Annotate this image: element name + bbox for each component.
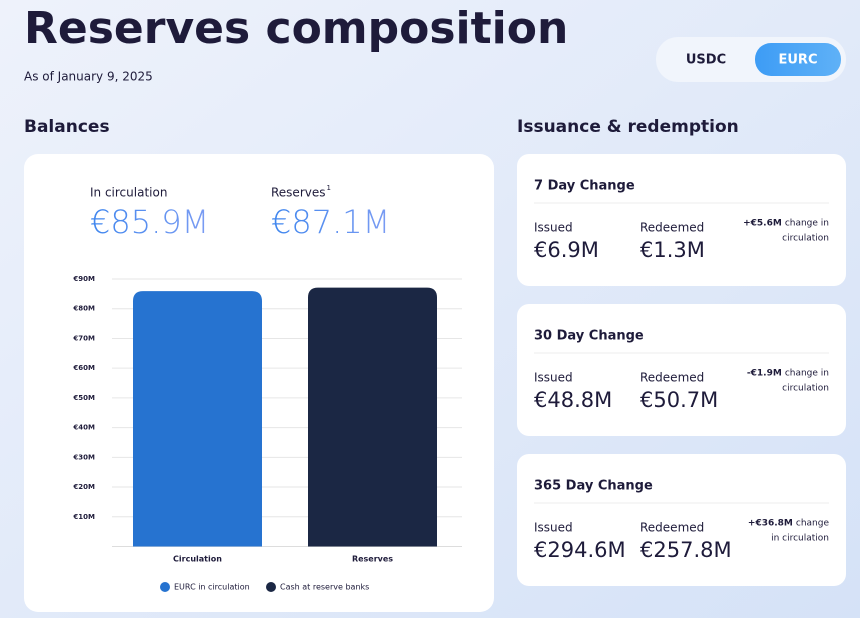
redeemed-label: Redeemed <box>640 521 704 535</box>
change-value: -€1.9M <box>747 369 782 379</box>
section-heading: Balances <box>24 117 110 137</box>
y-tick-label: €90M <box>72 275 95 283</box>
redeemed-value: €50.7M <box>640 388 718 412</box>
redeemed-value: €257.8M <box>640 538 732 562</box>
toggle-option[interactable]: EURC <box>779 53 818 68</box>
x-tick-label: Circulation <box>173 555 222 564</box>
issued-value: €294.6M <box>534 538 626 562</box>
stat-value: €85.9M <box>90 203 209 241</box>
toggle-active <box>755 43 841 76</box>
y-tick-label: €80M <box>72 305 95 313</box>
change-note: circulation <box>782 234 829 244</box>
legend-swatch <box>266 582 276 592</box>
x-tick-label: Reserves <box>352 555 393 564</box>
toggle-option[interactable]: USDC <box>686 53 726 68</box>
change-note: circulation <box>782 384 829 394</box>
stat-value: €87.1M <box>271 203 390 241</box>
y-tick-label: €20M <box>72 483 95 491</box>
legend-label: EURC in circulation <box>174 583 250 592</box>
change-note: change in <box>785 219 829 229</box>
change-value: +€5.6M <box>743 219 782 229</box>
issued-label: Issued <box>534 521 573 535</box>
issued-label: Issued <box>534 221 573 235</box>
page-title: Reserves composition <box>24 3 568 54</box>
stat-label: In circulation <box>90 186 167 200</box>
issued-value: €48.8M <box>534 388 612 412</box>
y-tick-label: €40M <box>72 424 95 432</box>
legend-label: Cash at reserve banks <box>280 583 369 592</box>
redeemed-label: Redeemed <box>640 371 704 385</box>
card-title: 30 Day Change <box>534 329 644 344</box>
section-heading: Issuance & redemption <box>517 117 739 137</box>
y-tick-label: €70M <box>72 334 95 342</box>
subtitle: As of January 9, 2025 <box>24 70 153 84</box>
change-card <box>517 304 846 436</box>
change-card <box>517 154 846 286</box>
y-tick-label: €30M <box>72 453 95 461</box>
change-note: change in <box>785 369 829 379</box>
change-note: change <box>796 519 830 529</box>
bar <box>308 287 437 547</box>
change-value: +€36.8M <box>748 519 793 529</box>
card-title: 365 Day Change <box>534 479 653 494</box>
redeemed-label: Redeemed <box>640 221 704 235</box>
stat-label: Reserves <box>271 186 326 200</box>
legend-swatch <box>160 582 170 592</box>
change-card <box>517 454 846 586</box>
bar <box>133 291 262 547</box>
y-tick-label: €60M <box>72 364 95 372</box>
y-tick-label: €10M <box>72 513 95 521</box>
issued-value: €6.9M <box>534 238 599 262</box>
card-title: 7 Day Change <box>534 179 635 194</box>
y-tick-label: €50M <box>72 394 95 402</box>
issued-label: Issued <box>534 371 573 385</box>
change-note: in circulation <box>771 534 829 544</box>
footnote: 1 <box>327 184 331 192</box>
redeemed-value: €1.3M <box>640 238 705 262</box>
